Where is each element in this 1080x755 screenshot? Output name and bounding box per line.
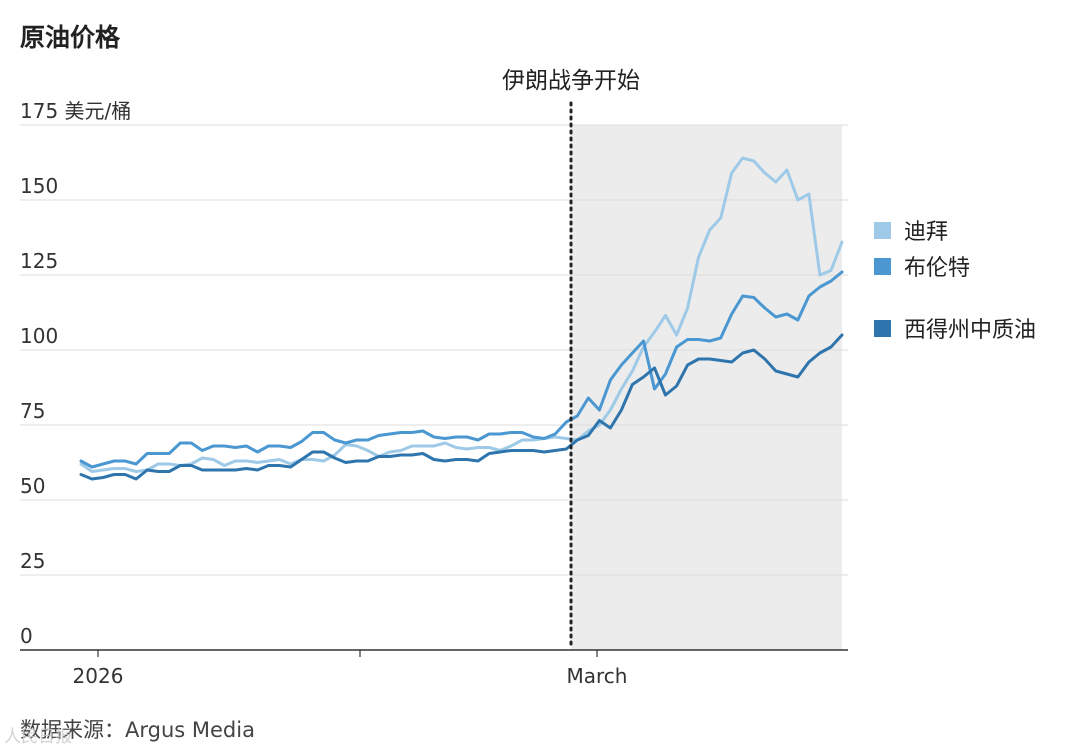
y-tick-label: 125: [20, 249, 58, 273]
series-line: [79, 156, 844, 473]
gridlines: [20, 124, 848, 576]
y-tick-label: 150: [20, 174, 58, 198]
shaded-region: [571, 125, 842, 650]
x-tick-label: 2026: [73, 664, 124, 688]
chart-title: 原油价格: [20, 23, 121, 52]
legend-swatch: [874, 258, 891, 275]
event-label: 伊朗战争开始: [502, 68, 640, 94]
legend-label: 布伦特: [904, 256, 970, 281]
y-tick-label: 100: [20, 324, 58, 348]
source-note: 数据来源：Argus Media: [20, 718, 255, 742]
y-tick-label: 75: [20, 399, 45, 423]
legend-label: 迪拜: [904, 220, 948, 245]
y-tick-label: 25: [20, 549, 45, 573]
series-lines: [79, 156, 844, 481]
legend-label: 西得州中质油: [904, 318, 1036, 343]
series-line: [79, 333, 844, 481]
y-tick-label: 175 美元/桶: [20, 99, 131, 123]
y-tick-label: 50: [20, 474, 45, 498]
legend-swatch: [874, 222, 891, 239]
series-line: [79, 270, 844, 469]
y-tick-labels: 0 25 50 75 100 125 150 175 美元/桶: [20, 99, 131, 648]
chart: 0 25 50 75 100 125 150 175 美元/桶 2026 March 伊朗战争开…: [20, 68, 1036, 688]
y-tick-label: 0: [20, 624, 33, 648]
x-tick-label: March: [567, 664, 628, 688]
x-ticks: 2026 March: [73, 650, 628, 688]
legend-swatch: [874, 320, 891, 337]
watermark: 人民日报: [4, 727, 72, 747]
